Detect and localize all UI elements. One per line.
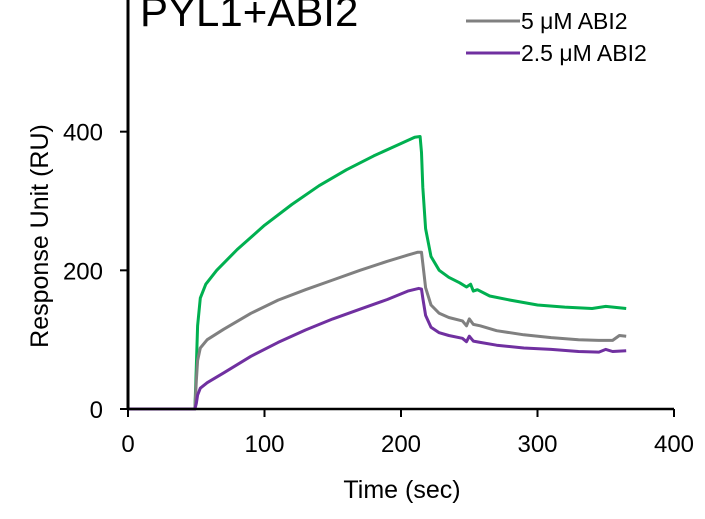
legend-label-2: 5 μM ABI2 bbox=[521, 8, 628, 34]
y-tick-label: 0 bbox=[90, 397, 103, 424]
x-tick-label: 200 bbox=[381, 431, 421, 458]
ticks: 0 100 200 300 400 0 200 400 bbox=[63, 120, 694, 458]
x-tick-label: 400 bbox=[654, 431, 694, 458]
series-line-1 bbox=[128, 135, 627, 411]
chart-title: PYL1+ABI2 bbox=[140, 0, 358, 35]
x-tick-label: 0 bbox=[121, 431, 134, 458]
x-tick-label: 100 bbox=[244, 431, 284, 458]
x-tick-label: 300 bbox=[517, 431, 557, 458]
series-line-3 bbox=[128, 286, 627, 411]
y-tick-label: 400 bbox=[63, 120, 103, 147]
legend-label-3: 2.5 μM ABI2 bbox=[521, 40, 647, 66]
y-axis-title: Response Unit (RU) bbox=[26, 124, 54, 348]
plot-lines bbox=[128, 135, 627, 411]
y-tick-label: 200 bbox=[63, 258, 103, 285]
series-line-2 bbox=[128, 250, 627, 411]
x-axis-title: Time (sec) bbox=[343, 476, 460, 504]
legend: 5 μM ABI2 2.5 μM ABI2 bbox=[466, 8, 647, 66]
